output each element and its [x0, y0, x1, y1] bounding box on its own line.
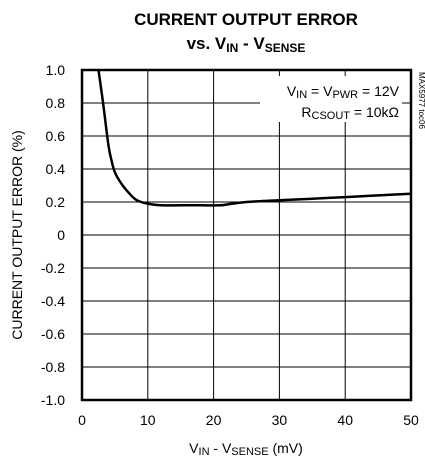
- x-axis-label: VIN - VSENSE (mV): [189, 440, 303, 458]
- series-layer: [97, 69, 412, 207]
- x-tick-label: 10: [140, 412, 156, 428]
- chart-title-line1: CURRENT OUTPUT ERROR: [134, 10, 358, 29]
- x-tick-label: 50: [403, 412, 419, 428]
- figure-id: MAX5977 toc06: [417, 72, 425, 129]
- x-tick-label: 0: [78, 412, 86, 428]
- series-line: [97, 69, 412, 207]
- y-tick-label: 0: [57, 227, 65, 243]
- y-tick-label: -1.0: [41, 392, 65, 408]
- annotation-background: [260, 76, 402, 122]
- plot-frame: [80, 68, 413, 402]
- y-tick-label: -0.6: [41, 326, 65, 342]
- chart-title-line2: vs. VIN - VSENSE: [187, 34, 306, 55]
- y-tick-label: -0.4: [41, 293, 65, 309]
- y-tick-label: 0.8: [46, 95, 66, 111]
- y-tick-label: -0.8: [41, 359, 65, 375]
- x-tick-label: 40: [337, 412, 353, 428]
- x-tick-labels: 0 10 20 30 40 50: [78, 412, 419, 428]
- x-tick-label: 20: [206, 412, 222, 428]
- annotation-line2: RCSOUT = 10kΩ: [301, 104, 399, 122]
- y-tick-label: 1.0: [46, 62, 66, 78]
- y-tick-label: 0.2: [46, 194, 66, 210]
- x-tick-label: 30: [272, 412, 288, 428]
- y-axis-label: CURRENT OUTPUT ERROR (%): [9, 130, 25, 340]
- annotation-line1: VIN = VPWR = 12V: [287, 83, 400, 101]
- y-tick-label: -0.2: [41, 260, 65, 276]
- y-tick-labels: 1.0 0.8 0.6 0.4 0.2 0 -0.2 -0.4 -0.6 -0.8 -1.0: [41, 62, 65, 408]
- y-tick-label: 0.6: [46, 128, 66, 144]
- y-tick-label: 0.4: [46, 161, 66, 177]
